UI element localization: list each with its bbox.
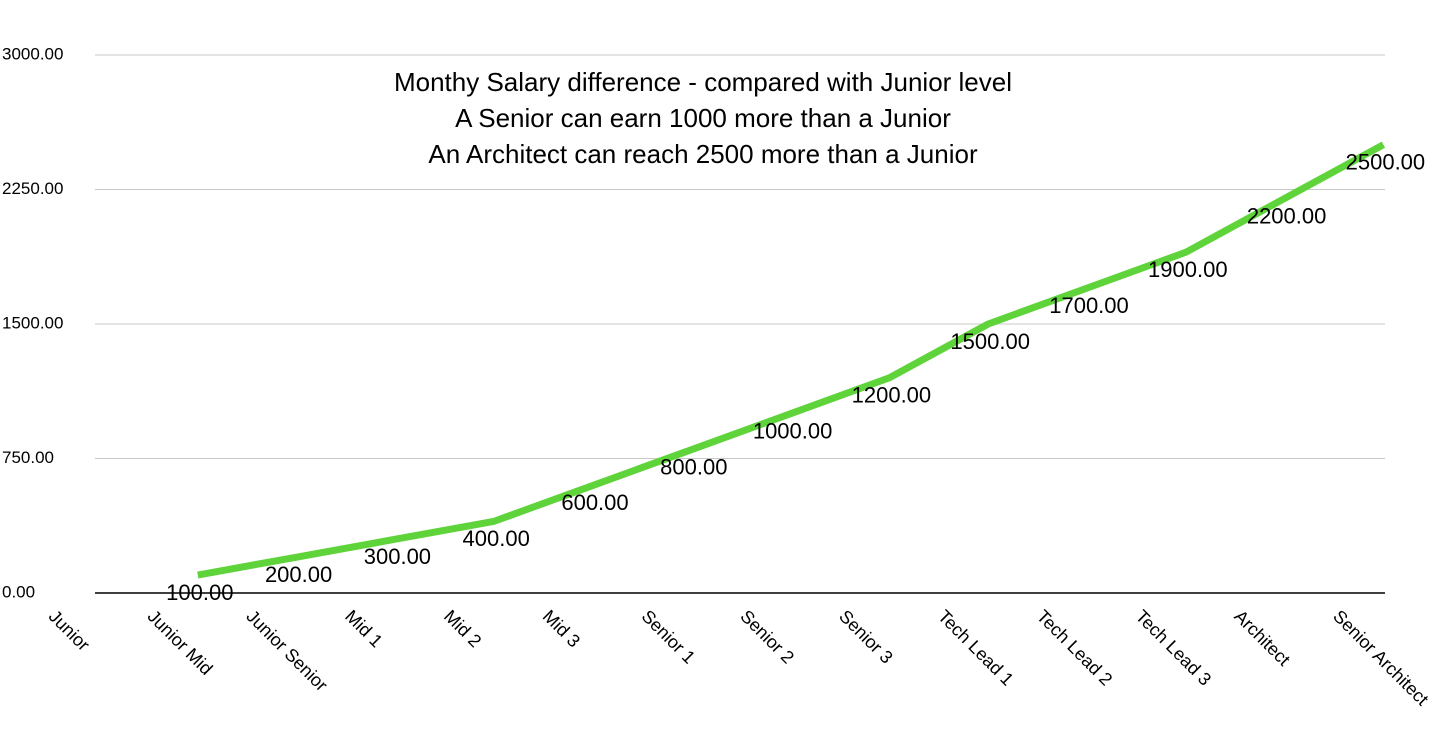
chart-subtitle: An Architect can reach 2500 more than a … bbox=[428, 139, 978, 169]
x-tick-label: Senior 1 bbox=[638, 606, 700, 668]
x-tick-label: Junior bbox=[45, 606, 94, 655]
x-tick-label: Tech Lead 3 bbox=[1132, 606, 1215, 689]
data-label: 200.00 bbox=[265, 562, 332, 587]
chart-title: Monthy Salary difference - compared with… bbox=[394, 67, 1012, 97]
data-label: 1500.00 bbox=[950, 329, 1030, 354]
data-label: 1700.00 bbox=[1049, 293, 1129, 318]
data-label: 1000.00 bbox=[753, 418, 833, 443]
x-tick-label: Senior 3 bbox=[835, 606, 897, 668]
data-label: 800.00 bbox=[660, 454, 727, 479]
x-tick-label: Junior Mid bbox=[144, 606, 217, 679]
data-label: 2500.00 bbox=[1346, 149, 1426, 174]
x-tick-label: Tech Lead 1 bbox=[934, 606, 1017, 689]
data-label: 2200.00 bbox=[1247, 203, 1327, 228]
x-tick-label: Junior Senior bbox=[242, 606, 331, 695]
x-tick-label: Tech Lead 2 bbox=[1033, 606, 1116, 689]
x-tick-label: Mid 3 bbox=[539, 606, 584, 651]
data-label: 300.00 bbox=[364, 544, 431, 569]
x-tick-label: Senior 2 bbox=[736, 606, 798, 668]
x-tick-label: Mid 1 bbox=[341, 606, 386, 651]
x-tick-label: Senior Architect bbox=[1329, 606, 1432, 709]
chart-subtitle: A Senior can earn 1000 more than a Junio… bbox=[455, 103, 951, 133]
y-tick-label: 750.00 bbox=[2, 448, 54, 467]
data-line bbox=[197, 141, 1386, 579]
data-label: 600.00 bbox=[561, 490, 628, 515]
data-label: 100.00 bbox=[166, 580, 233, 605]
x-tick-label: Mid 2 bbox=[440, 606, 485, 651]
x-tick-label: Architect bbox=[1230, 606, 1294, 670]
y-tick-label: 0.00 bbox=[2, 582, 35, 601]
data-label: 1900.00 bbox=[1148, 257, 1228, 282]
y-tick-label: 2250.00 bbox=[2, 179, 63, 198]
y-tick-label: 1500.00 bbox=[2, 313, 63, 332]
y-tick-label: 3000.00 bbox=[2, 44, 63, 63]
data-label: 1200.00 bbox=[852, 383, 932, 408]
data-label: 400.00 bbox=[463, 526, 530, 551]
